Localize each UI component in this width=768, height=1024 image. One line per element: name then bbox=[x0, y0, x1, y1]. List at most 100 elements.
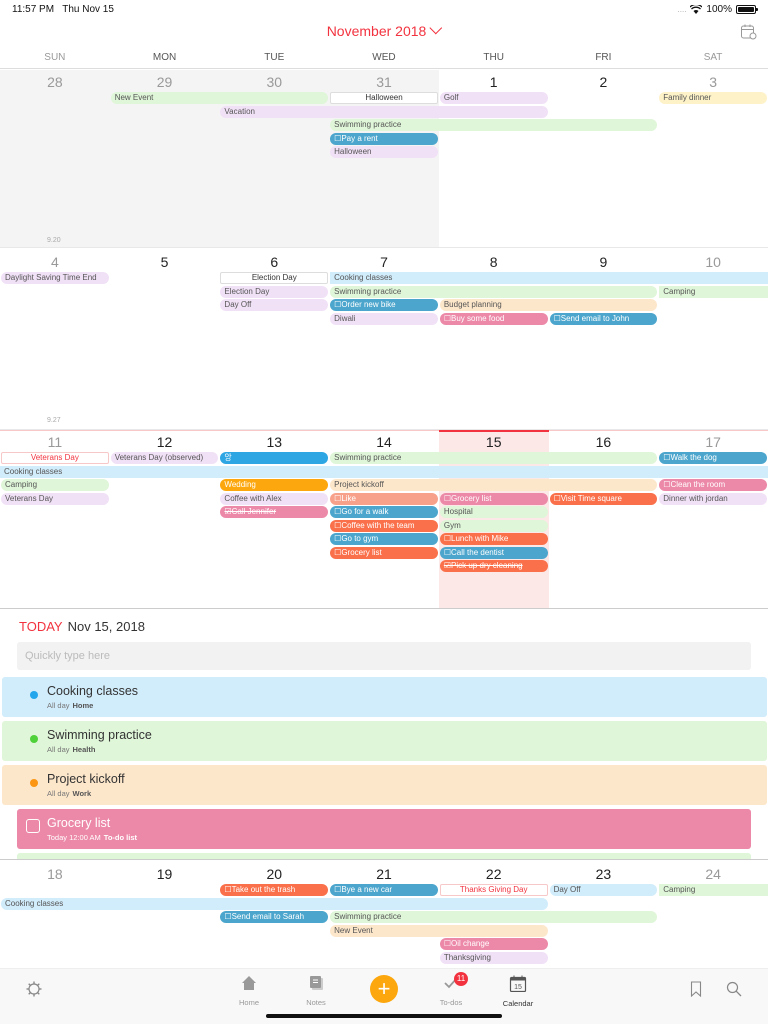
calendar-todo-chip[interactable]: ☐Visit Time square bbox=[549, 492, 658, 505]
day-number[interactable]: 3 bbox=[709, 74, 718, 90]
week-row[interactable]: 18 19 20 21 22 23 24 ☐Take out the trash ☐Bye a … bbox=[0, 859, 768, 968]
calendar-todo-chip[interactable]: Wedding bbox=[220, 479, 329, 491]
day-number[interactable]: 28 bbox=[47, 74, 63, 90]
calendar-event-chip[interactable]: Camping bbox=[659, 285, 768, 298]
calendar-event-chip[interactable]: New Event bbox=[110, 92, 329, 104]
day-number[interactable]: 20 bbox=[266, 866, 283, 882]
bookmark-icon[interactable] bbox=[690, 981, 702, 997]
calendar-event-chip[interactable]: Swimming practice bbox=[330, 285, 658, 298]
tab-home[interactable]: Home bbox=[224, 975, 274, 1007]
calendar-event-chip[interactable]: Swimming practice bbox=[330, 911, 658, 923]
calendar-todo-chip[interactable]: ☐Call the dentist bbox=[439, 546, 548, 559]
agenda-todo-item[interactable]: Grocery list Today 12:00 AM To-do list bbox=[17, 809, 751, 849]
calendar-event-chip[interactable]: Swimming practice bbox=[330, 119, 658, 131]
calendar-event-chip[interactable]: Thanks Giving Day bbox=[439, 884, 548, 896]
calendar-todo-chip[interactable]: ☐Order new bike bbox=[330, 299, 438, 311]
calendar-event-chip[interactable]: Golf bbox=[439, 92, 548, 104]
day-number[interactable]: 5 bbox=[160, 254, 169, 270]
day-number[interactable]: 14 bbox=[376, 434, 392, 450]
calendar-event-chip[interactable]: Diwali bbox=[330, 312, 438, 325]
calendar-todo-chip[interactable]: ☐Send email to John bbox=[549, 312, 658, 325]
calendar-event-chip[interactable]: Daylight Saving Time End bbox=[1, 272, 109, 284]
calendar-todo-chip[interactable]: ☑Pick up dry cleaning bbox=[439, 560, 548, 572]
quick-add-input[interactable] bbox=[17, 642, 751, 670]
calendar-event-chip[interactable]: Gym bbox=[439, 519, 548, 532]
calendar-todo-chip[interactable]: ☐Go for a walk bbox=[330, 506, 438, 518]
calendar-event-chip[interactable]: Election Day bbox=[220, 272, 329, 284]
day-number[interactable]: 10 bbox=[705, 254, 721, 270]
calendar-event-chip[interactable]: Project kickoff bbox=[330, 479, 658, 491]
search-icon[interactable] bbox=[726, 981, 742, 997]
day-number[interactable]: 30 bbox=[266, 74, 283, 90]
calendar-event-chip[interactable]: Vacation bbox=[220, 105, 548, 118]
tab-notes[interactable]: Notes bbox=[291, 975, 341, 1007]
settings-gear-icon[interactable] bbox=[26, 981, 42, 997]
add-button[interactable]: + bbox=[370, 975, 398, 1003]
calendar-event-chip[interactable]: Veterans Day bbox=[1, 452, 109, 464]
calendar-event-chip[interactable]: Veterans Day (observed) bbox=[110, 452, 219, 464]
calendar-todo-chip[interactable]: ☐Grocery list bbox=[330, 546, 438, 559]
day-number[interactable]: 6 bbox=[270, 254, 279, 270]
calendar-todo-chip[interactable]: ☐Pay a rent bbox=[330, 132, 438, 145]
calendar-todo-chip[interactable]: ☐Clean the room bbox=[659, 479, 767, 491]
home-indicator[interactable] bbox=[266, 1014, 502, 1018]
day-number[interactable]: 1 bbox=[489, 74, 498, 90]
calendar-todo-chip[interactable]: ☐Walk the dog bbox=[659, 452, 767, 464]
calendar-event-chip[interactable]: Family dinner bbox=[659, 92, 767, 104]
day-number[interactable]: 12 bbox=[156, 434, 173, 450]
calendar-todo-chip[interactable]: ☐Buy some food bbox=[439, 312, 548, 325]
todo-checkbox[interactable] bbox=[26, 819, 40, 833]
calendar-todo-chip[interactable]: ☐Like bbox=[330, 492, 438, 505]
day-number[interactable]: 9 bbox=[599, 254, 608, 270]
day-number[interactable]: 2 bbox=[599, 74, 608, 90]
calendar-event-chip[interactable]: Camping bbox=[1, 479, 109, 491]
day-number[interactable]: 31 bbox=[376, 74, 392, 90]
day-number[interactable]: 7 bbox=[380, 254, 388, 270]
day-number[interactable]: 29 bbox=[156, 74, 173, 90]
calendar-event-chip[interactable]: Cooking classes bbox=[330, 272, 768, 284]
day-number[interactable]: 4 bbox=[50, 254, 59, 270]
day-number[interactable]: 19 bbox=[156, 866, 173, 882]
calendar-event-chip[interactable]: Budget planning bbox=[439, 299, 658, 311]
calendar-event-chip[interactable]: Cooking classes bbox=[1, 897, 548, 910]
calendar-event-chip[interactable]: New Event bbox=[330, 924, 548, 937]
day-number[interactable]: 24 bbox=[705, 866, 721, 882]
calendar-todo-chip[interactable]: ☐Lunch with Mike bbox=[439, 533, 548, 545]
week-row[interactable]: 9.27 4 5 6 7 8 9 10 Daylight Saving Time End Ele… bbox=[0, 248, 768, 430]
day-number[interactable]: 16 bbox=[595, 434, 612, 450]
calendar-event-chip[interactable]: Halloween bbox=[330, 146, 438, 158]
calendar-event-chip[interactable]: Day Off bbox=[549, 884, 658, 896]
calendar-todo-chip[interactable]: ☐Coffee with the team bbox=[330, 519, 438, 532]
agenda-item[interactable]: Project kickoff All day Work bbox=[2, 765, 767, 805]
calendar-todo-chip[interactable]: ☑Call Jennifer bbox=[220, 506, 329, 518]
calendar-event-chip[interactable]: Day Off bbox=[220, 299, 329, 311]
day-number[interactable]: 22 bbox=[485, 866, 502, 882]
calendar-event-chip[interactable]: Camping bbox=[659, 884, 768, 896]
calendar-settings-icon[interactable] bbox=[740, 23, 758, 41]
calendar-todo-chip[interactable]: ☐Grocery list bbox=[439, 492, 548, 505]
day-number[interactable]: 11 bbox=[47, 434, 63, 450]
calendar-todo-chip[interactable]: ☐Oil change bbox=[439, 938, 548, 950]
day-number[interactable]: 21 bbox=[376, 866, 392, 882]
calendar-event-chip[interactable]: Swimming practice bbox=[330, 452, 658, 464]
agenda-item[interactable]: Cooking classes All day Home bbox=[2, 677, 767, 717]
calendar-event-chip[interactable]: Hospital bbox=[439, 506, 548, 518]
calendar-event-chip[interactable]: Veterans Day bbox=[1, 492, 109, 505]
calendar-event-chip[interactable]: Halloween bbox=[330, 92, 438, 104]
day-number[interactable]: 17 bbox=[705, 434, 721, 450]
day-number[interactable]: 8 bbox=[489, 254, 498, 270]
day-number[interactable]: 13 bbox=[266, 434, 283, 450]
calendar-todo-chip[interactable]: ☐Take out the trash bbox=[220, 884, 329, 896]
month-picker[interactable]: November 2018 bbox=[0, 21, 768, 39]
week-row[interactable]: 9.20 28 29 30 31 1 2 3 New Event Halloween Golf Fa… bbox=[0, 70, 768, 248]
calendar-event-chip[interactable]: Cooking classes bbox=[0, 465, 768, 478]
calendar-todo-chip[interactable]: ☐Bye a new car bbox=[330, 884, 438, 896]
calendar-todo-chip[interactable]: ☐Send email to Sarah bbox=[220, 911, 329, 923]
week-row[interactable]: 11 12 13 14 15 16 17 Veterans Day Veterans Day (… bbox=[0, 430, 768, 608]
day-number[interactable]: 18 bbox=[47, 866, 63, 882]
tab-todos[interactable]: 11 To-dos bbox=[426, 972, 476, 1007]
day-number[interactable]: 15 bbox=[485, 434, 502, 450]
calendar-event-chip[interactable]: Dinner with jordan bbox=[659, 492, 767, 505]
tab-calendar[interactable]: 15 Calendar bbox=[493, 975, 543, 1008]
agenda-item-partial[interactable] bbox=[17, 853, 751, 859]
